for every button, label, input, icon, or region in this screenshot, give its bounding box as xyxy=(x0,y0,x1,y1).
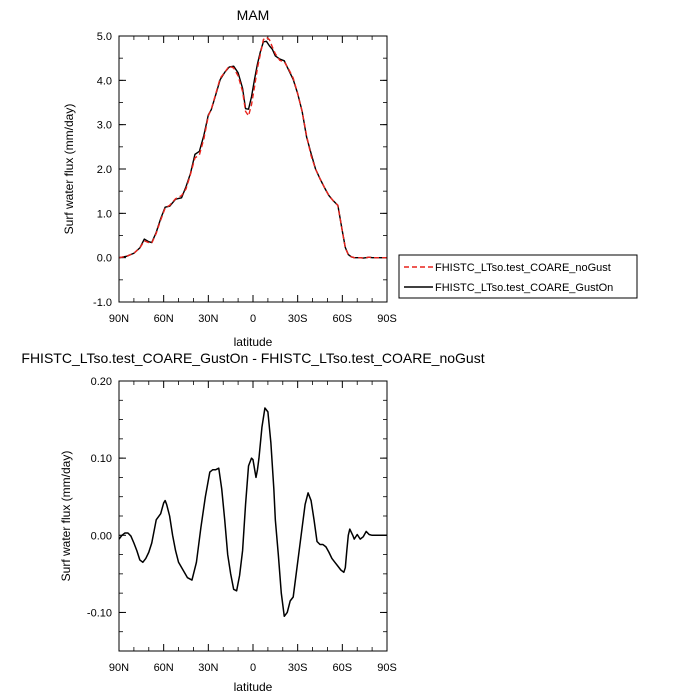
legend-label-guston: FHISTC_LTso.test_COARE_GustOn xyxy=(435,282,613,294)
legend: FHISTC_LTso.test_COARE_noGust FHISTC_LTs… xyxy=(398,254,638,299)
bottom-x-tick-label: 30N xyxy=(198,662,218,674)
bottom-x-tick-label: 60S xyxy=(333,662,353,674)
top-x-tick-label: 0 xyxy=(250,313,256,325)
top-x-tick-label: 30S xyxy=(288,313,308,325)
top-y-axis-label: Surf water flux (mm/day) xyxy=(62,104,76,235)
bottom-plot-frame xyxy=(118,380,388,652)
top-x-tick-label: 60N xyxy=(154,313,174,325)
bottom-y-tick-label: 0.00 xyxy=(91,530,112,542)
bottom-x-tick-label: 90N xyxy=(109,662,129,674)
top-y-tick-label: 0.0 xyxy=(97,253,112,265)
series-line-nogust xyxy=(118,36,387,259)
bottom-y-ticks: -0.10 0.00 0.10 0.20 xyxy=(87,376,387,633)
bottom-y-tick-label: 0.10 xyxy=(91,453,112,465)
top-x-tick-label: 90S xyxy=(377,313,397,325)
top-series-lines xyxy=(118,36,387,259)
top-x-tick-label: 90N xyxy=(109,313,129,325)
top-x-tick-label: 60S xyxy=(333,313,353,325)
bottom-x-tick-label: 0 xyxy=(250,662,256,674)
top-y-tick-label: 3.0 xyxy=(97,120,112,132)
top-chart-title: MAM xyxy=(237,7,270,23)
bottom-x-ticks: 90N 60N 30N 0 30S 60S 90S xyxy=(109,381,397,674)
bottom-series-lines xyxy=(118,407,387,618)
top-plot-frame xyxy=(118,35,388,303)
bottom-chart-title: FHISTC_LTso.test_COARE_GustOn - FHISTC_L… xyxy=(21,350,484,366)
top-x-tick-label: 30N xyxy=(198,313,218,325)
top-y-ticks: -1.0 0.0 1.0 2.0 3.0 4.0 5.0 xyxy=(93,31,387,309)
bottom-x-tick-label: 30S xyxy=(288,662,308,674)
top-panel: MAM -1.0 0.0 1.0 2.0 3.0 4.0 5.0 90N 60N 30N 0 30S… xyxy=(62,7,638,349)
bottom-y-tick-label: -0.10 xyxy=(87,607,112,619)
bottom-x-tick-label: 60N xyxy=(154,662,174,674)
top-x-axis-label: latitude xyxy=(234,335,273,349)
top-y-tick-label: -1.0 xyxy=(93,297,112,309)
legend-box xyxy=(398,254,638,299)
bottom-panel: FHISTC_LTso.test_COARE_GustOn - FHISTC_L… xyxy=(21,350,484,694)
top-y-tick-label: 1.0 xyxy=(97,208,112,220)
top-y-tick-label: 5.0 xyxy=(97,31,112,43)
top-x-ticks: 90N 60N 30N 0 30S 60S 90S xyxy=(109,36,397,325)
series-line-difference xyxy=(118,407,387,618)
top-y-tick-label: 2.0 xyxy=(97,164,112,176)
bottom-y-axis-label: Surf water flux (mm/day) xyxy=(59,451,73,582)
bottom-x-axis-label: latitude xyxy=(234,680,273,694)
bottom-x-tick-label: 90S xyxy=(377,662,397,674)
legend-label-nogust: FHISTC_LTso.test_COARE_noGust xyxy=(435,262,611,274)
top-y-tick-label: 4.0 xyxy=(97,75,112,87)
bottom-y-tick-label: 0.20 xyxy=(91,376,112,388)
